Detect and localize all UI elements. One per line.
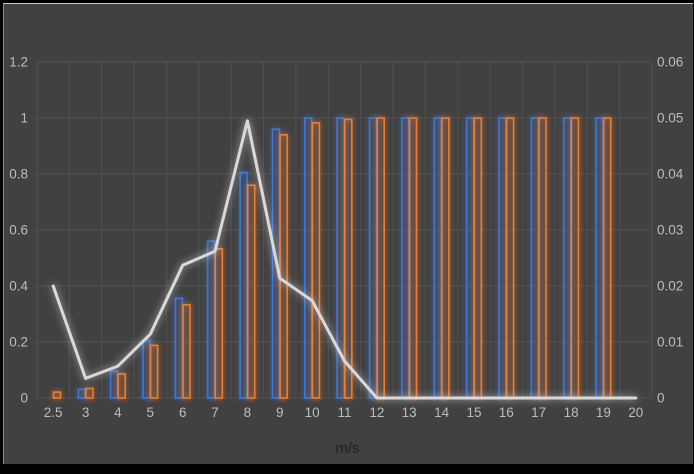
x-axis-tick-label: 19 <box>596 405 611 420</box>
bar-series-blue-bar <box>109 370 119 399</box>
right-axis-tick-label: 0.02 <box>657 279 683 294</box>
bar-series-orange-bar <box>117 373 126 399</box>
x-axis-tick-label: 6 <box>179 405 187 420</box>
bar-series-orange-bar <box>279 134 288 399</box>
combo-chart: 0 0.2 0.4 0.6 0.8 1 1.2 0 0.01 0.02 0.03 0.04 0.05 0.… <box>9 55 684 421</box>
line-series <box>51 119 638 400</box>
x-axis-tick-label: 5 <box>147 405 155 420</box>
x-axis-title: m/s <box>335 440 360 457</box>
x-axis-tick-label: 14 <box>434 405 450 420</box>
left-axis-tick-label: 0.4 <box>9 279 28 294</box>
bar-series-orange-bar <box>570 117 580 399</box>
right-axis-tick-label: 0.05 <box>657 111 683 126</box>
x-axis-tick-label: 17 <box>531 405 546 420</box>
x-axis-tick-label: 11 <box>337 405 351 420</box>
bar-series-blue-bar <box>142 339 151 399</box>
bar-series-blue-bar <box>239 171 248 399</box>
bar-series-blue-bar <box>433 117 443 399</box>
bar-series-blue-bar <box>401 117 410 399</box>
x-axis-tick-label: 8 <box>244 405 252 420</box>
x-axis-tick-label: 10 <box>305 405 320 420</box>
bar-series-orange-bar <box>311 122 321 399</box>
left-axis-tick-label: 1 <box>20 111 28 126</box>
x-axis-tick-label: 12 <box>369 405 384 420</box>
bar-series-blue-bar <box>77 388 87 399</box>
x-axis-tick-label: 18 <box>564 405 579 420</box>
right-axis-tick-label: 0.01 <box>657 335 683 350</box>
x-axis-tick-label: 15 <box>466 405 481 420</box>
bar-series-blue-bar <box>368 117 378 399</box>
bar-series-orange-bar <box>408 117 418 399</box>
bar-series-blue-bar <box>595 117 604 399</box>
x-axis-tick-label: 13 <box>402 405 417 420</box>
bar-series-blue-bar <box>562 117 572 399</box>
left-axis-tick-label: 0.2 <box>9 335 28 350</box>
bar-series-orange-bar <box>85 387 94 399</box>
bar-series-orange-bar <box>441 117 450 399</box>
right-axis-tick-label: 0 <box>657 391 665 406</box>
bar-series-blue-bar <box>206 240 216 399</box>
right-axis-tick-label: 0.04 <box>657 167 684 182</box>
bar-series-orange-bar <box>246 184 256 399</box>
x-axis-tick-label: 2.5 <box>44 405 63 420</box>
bar-series-orange-bar <box>343 118 353 399</box>
bar-series-orange-bar <box>149 344 159 399</box>
x-axis-tick-label: 3 <box>82 405 90 420</box>
x-axis-tick-label: 16 <box>499 405 514 420</box>
right-axis-tick-label: 0.06 <box>657 55 683 70</box>
x-axis-tick-label: 20 <box>628 405 643 420</box>
bar-series-orange-bar <box>505 117 515 399</box>
bar-series-orange-bar <box>538 117 547 399</box>
bar-series-orange-bar <box>376 117 386 399</box>
bar-series-blue-bar <box>498 117 507 399</box>
left-axis-tick-label: 1.2 <box>9 55 28 70</box>
x-axis-tick-label: 4 <box>114 405 122 420</box>
bar-series-orange-bar <box>473 117 483 399</box>
chart-panel: 0 0.2 0.4 0.6 0.8 1 1.2 0 0.01 0.02 0.03 0.04 0.05 0.… <box>3 3 693 464</box>
bar-series-blue-bar <box>303 117 313 399</box>
x-axis-tick-label: 9 <box>276 405 284 420</box>
bar-series-blue-bar <box>465 117 475 399</box>
bar-series-orange-bar <box>182 303 191 399</box>
right-axis-tick-label: 0.03 <box>657 223 683 238</box>
left-axis-tick-label: 0.8 <box>9 167 28 182</box>
bar-series-blue-bar <box>174 297 184 399</box>
bar-series-orange-bar <box>602 117 612 399</box>
bar-series-orange-bar <box>214 248 224 399</box>
left-axis-tick-label: 0.6 <box>9 223 28 238</box>
bar-series-orange-bar <box>52 391 62 399</box>
left-axis-tick-label: 0 <box>20 391 28 406</box>
x-axis-tick-label: 7 <box>211 405 219 420</box>
bar-series-blue-bar <box>530 117 540 399</box>
